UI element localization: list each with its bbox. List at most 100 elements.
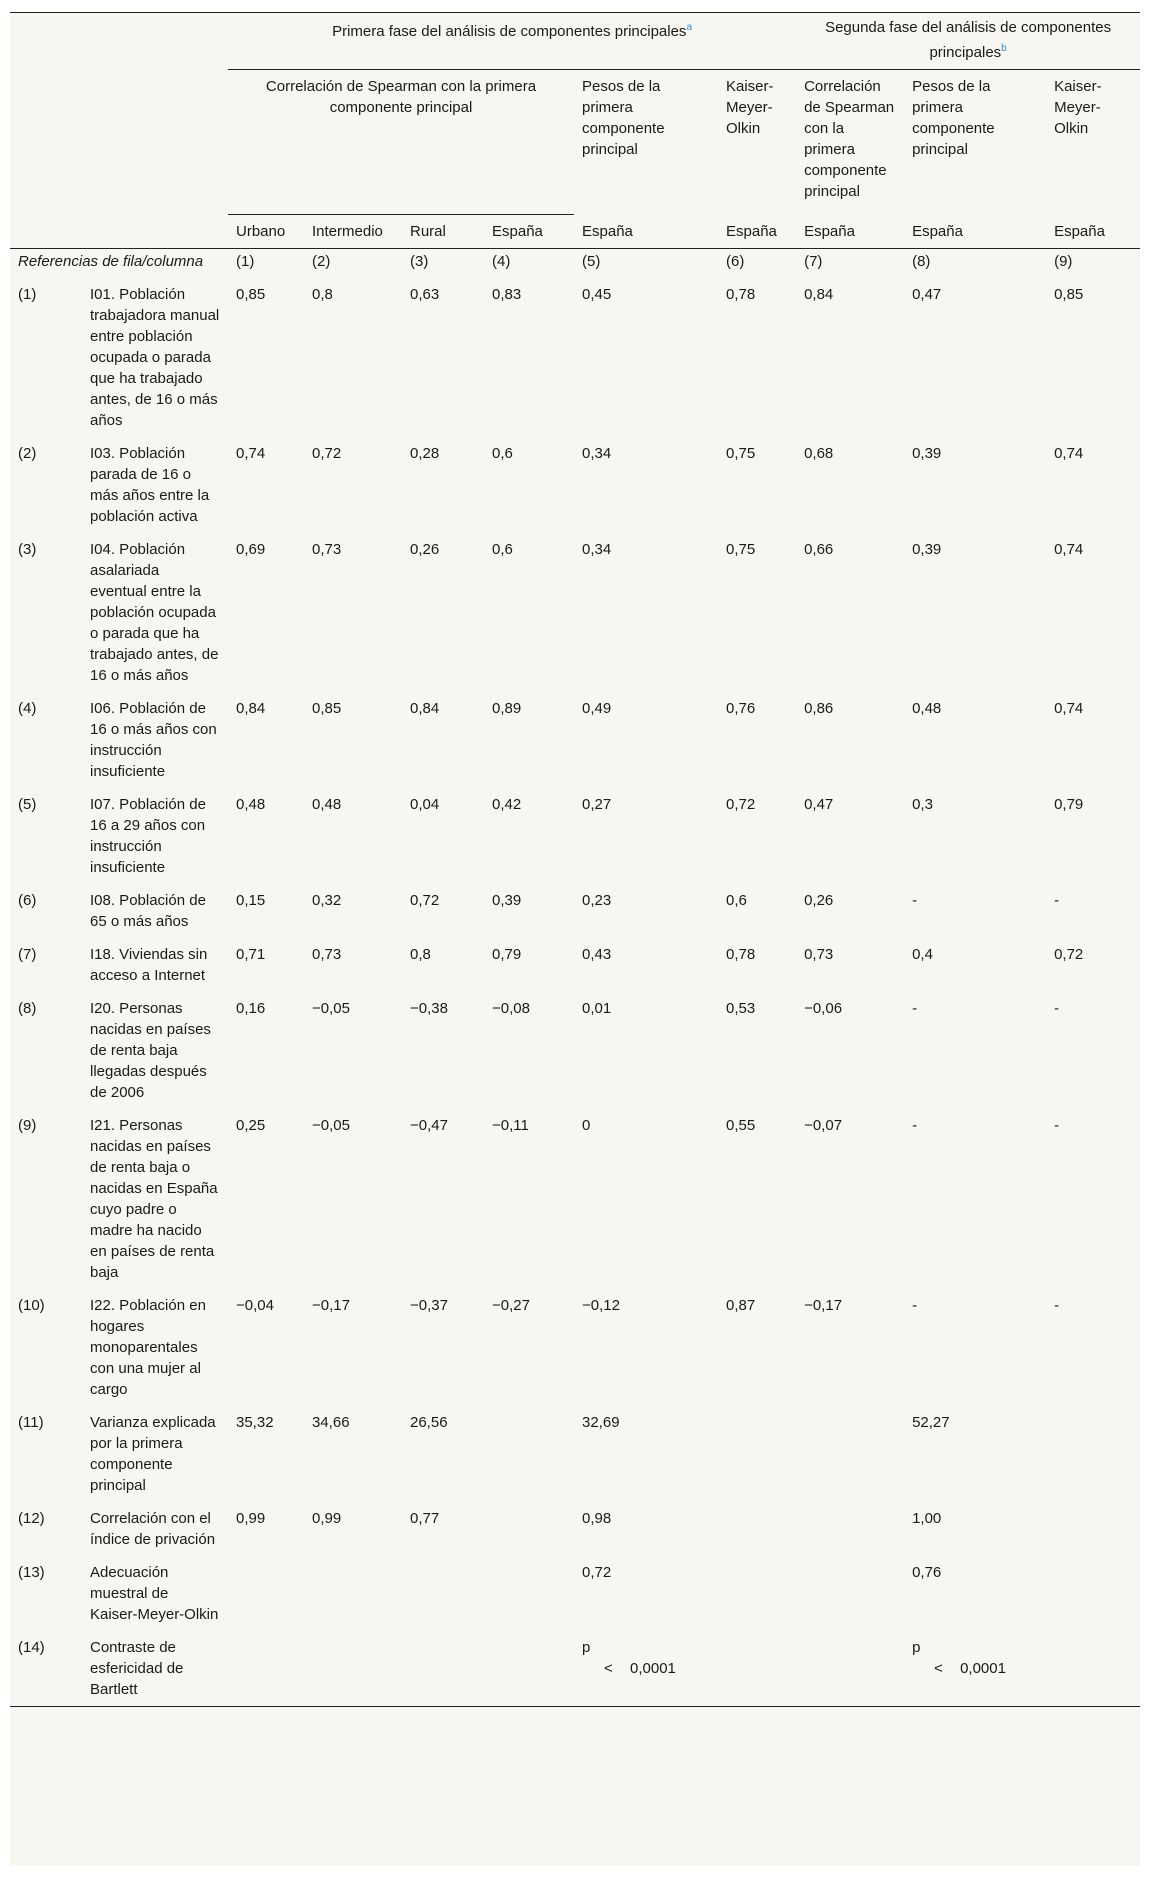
phase1-header: Primera fase del análisis de componentes… bbox=[228, 12, 797, 70]
table-cell: 0,78 bbox=[726, 286, 756, 303]
sub-header: Urbano bbox=[236, 223, 286, 240]
table-cell: 0,74 bbox=[1054, 445, 1084, 462]
table-cell: 0,72 bbox=[410, 892, 440, 909]
table-cell: - bbox=[912, 1117, 918, 1134]
table-cell: −0,04 bbox=[236, 1297, 274, 1314]
table-cell: 0,45 bbox=[582, 286, 612, 303]
row-label: I18. Viviendas sin acceso a Internet bbox=[90, 946, 208, 984]
phase1-title: Primera fase del análisis de componentes… bbox=[332, 23, 687, 40]
table-cell: 35,32 bbox=[236, 1414, 274, 1431]
table-cell bbox=[1046, 1631, 1140, 1707]
table-cell: 0,4 bbox=[912, 946, 933, 963]
sub-header: España bbox=[1054, 222, 1105, 240]
table-cell: 0,25 bbox=[236, 1117, 266, 1134]
corner-cell-2 bbox=[10, 70, 228, 215]
table-cell: 0,47 bbox=[804, 796, 834, 813]
table-cell: 0,53 bbox=[726, 1000, 756, 1017]
table-cell: 0,63 bbox=[410, 286, 440, 303]
table-cell: 0,04 bbox=[410, 796, 440, 813]
table-cell: 0,6 bbox=[492, 541, 513, 558]
table-cell: 0,74 bbox=[236, 445, 266, 462]
table-cell: 0,99 bbox=[236, 1510, 266, 1527]
table-cell: 0,39 bbox=[912, 541, 942, 558]
sub-header: España bbox=[726, 222, 777, 240]
table-cell: 0,8 bbox=[410, 946, 431, 963]
table-cell: 0,66 bbox=[804, 541, 834, 558]
table-cell: 52,27 bbox=[912, 1414, 950, 1431]
sub-header: Rural bbox=[410, 223, 446, 240]
spearman2-header: Correlación de Spearman con la primera c… bbox=[804, 78, 895, 200]
phase2-title: Segunda fase del análisis de componentes… bbox=[825, 19, 1112, 61]
bartlett-row: (14) Contraste de esfericidad de Bartlet… bbox=[10, 1631, 1141, 1707]
row-label: Contraste de esfericidad de Bartlett bbox=[90, 1639, 184, 1698]
table-cell: −0,07 bbox=[804, 1117, 843, 1134]
table-cell: −0,11 bbox=[492, 1117, 529, 1134]
table-cell: 0,79 bbox=[1054, 796, 1084, 813]
table-cell: 0,72 bbox=[582, 1564, 612, 1581]
table-cell: 34,66 bbox=[312, 1414, 350, 1431]
corner-cell bbox=[10, 13, 228, 70]
row-ref: (2) bbox=[18, 445, 37, 462]
row-ref: (7) bbox=[18, 946, 37, 963]
table-cell: 0 bbox=[582, 1117, 591, 1134]
table-cell: 0,26 bbox=[410, 541, 440, 558]
table-cell: −0,05 bbox=[312, 1117, 350, 1134]
table-cell bbox=[402, 1631, 484, 1707]
table-row: (9) I21. Personas nacidas en países de re… bbox=[10, 1109, 1140, 1289]
table-cell: −0,06 bbox=[804, 1000, 843, 1017]
table-cell bbox=[718, 1556, 796, 1631]
table-cell bbox=[484, 1556, 574, 1631]
row-label: I07. Población de 16 a 29 años con instr… bbox=[90, 796, 206, 876]
table-cell bbox=[718, 1502, 796, 1556]
table-cell: 0,75 bbox=[726, 445, 756, 462]
table-cell: 0,84 bbox=[804, 286, 834, 303]
table-cell: 0,48 bbox=[312, 796, 342, 813]
sub-header: España bbox=[492, 223, 543, 240]
table-cell: - bbox=[912, 892, 918, 909]
table-cell bbox=[1046, 1502, 1140, 1556]
footnote-a-link[interactable]: a bbox=[686, 22, 692, 33]
table-cell: 0,74 bbox=[1054, 700, 1084, 717]
table-cell bbox=[718, 1406, 796, 1502]
table-cell: 0,76 bbox=[726, 700, 756, 717]
table-cell: −0,38 bbox=[410, 1000, 448, 1017]
row-ref: (4) bbox=[18, 700, 37, 717]
table-cell: 0,84 bbox=[236, 700, 266, 717]
weights1-header: Pesos de la primera componente principal bbox=[582, 78, 665, 158]
table-row: (5) I07. Población de 16 a 29 años con in… bbox=[10, 788, 1140, 884]
table-cell: −0,08 bbox=[492, 1000, 530, 1017]
col-ref: (1) bbox=[236, 253, 255, 270]
table-cell: 0,6 bbox=[726, 892, 747, 909]
row-ref: (13) bbox=[18, 1564, 45, 1581]
table-cell bbox=[1046, 1406, 1140, 1502]
table-cell bbox=[228, 1631, 304, 1707]
row-label: Adecuación muestral de Kaiser-Meyer-Olki… bbox=[90, 1564, 219, 1623]
row-label: Varianza explicada por la primera compon… bbox=[90, 1414, 216, 1494]
sub-header: Intermedio bbox=[312, 223, 383, 240]
col-ref: (2) bbox=[312, 253, 331, 270]
bartlett-p-value-8: p <0,0001 bbox=[904, 1631, 1046, 1707]
table-cell: −0,17 bbox=[312, 1297, 350, 1314]
table-cell bbox=[484, 1406, 574, 1502]
table-cell: 0,77 bbox=[410, 1510, 440, 1527]
table-cell: 0,72 bbox=[312, 445, 342, 462]
table-container: Primera fase del análisis de componentes… bbox=[10, 12, 1141, 1866]
table-row: (12) Correlación con el índice de privaci… bbox=[10, 1502, 1140, 1556]
row-ref: (8) bbox=[18, 1000, 37, 1017]
spearman-group-header: Correlación de Spearman con la primera c… bbox=[228, 69, 574, 215]
row-label: I20. Personas nacidas en países de renta… bbox=[90, 1000, 211, 1101]
p-value: 0,0001 bbox=[960, 1660, 1006, 1677]
table-cell: 0,75 bbox=[726, 541, 756, 558]
table-cell: 0,26 bbox=[804, 892, 834, 909]
table-cell: 0,72 bbox=[1054, 946, 1084, 963]
sub-header: España bbox=[804, 222, 855, 240]
col-ref: (8) bbox=[912, 253, 931, 270]
table-cell: 0,73 bbox=[312, 541, 342, 558]
bartlett-p-value-5: p <0,0001 bbox=[574, 1631, 718, 1707]
row-label: I01. Población trabajadora manual entre … bbox=[90, 286, 220, 429]
footnote-b-link[interactable]: b bbox=[1001, 43, 1007, 54]
table-cell: −0,12 bbox=[582, 1297, 620, 1314]
table-cell: 0,72 bbox=[726, 796, 756, 813]
table-cell: 0,86 bbox=[804, 700, 834, 717]
less-than-symbol: < bbox=[934, 1660, 943, 1677]
